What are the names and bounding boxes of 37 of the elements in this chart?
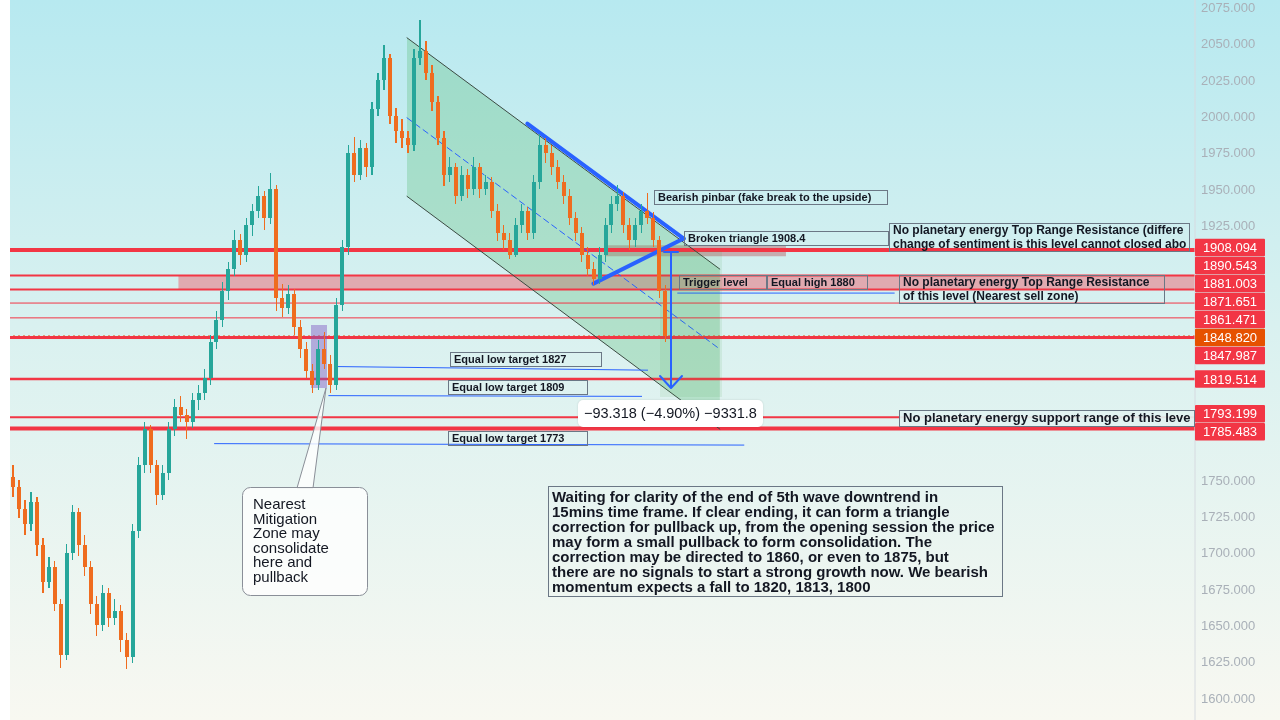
y-tick-label: 1675.000	[1201, 581, 1256, 597]
y-tick-label: 2075.000	[1201, 0, 1256, 15]
y-tick-label: 2000.000	[1201, 108, 1256, 124]
ref-line-label: 1890.543	[1202, 258, 1258, 274]
ref-line-label: 1819.514	[1202, 371, 1258, 387]
annotation: Equal low target 1809	[448, 380, 588, 395]
ref-line-label: 1785.483	[1202, 424, 1258, 440]
y-tick-label: 1700.000	[1201, 545, 1256, 561]
ref-line-label: 1881.003	[1202, 276, 1258, 292]
annotation: Waiting for clarity of the end of 5th wave downtrend in 15mins time frame. If clear ending, it can form a triangle correction for pullback up, from the opening session the price may form a small pullback to form consolidation. The correction may be directed to 1860, or even to 1875, but there are no signals to start a strong growth now. We bearish momentum expects a fall to 1820, 1813, 1800	[548, 486, 1003, 597]
ref-line-label: 1871.651	[1202, 294, 1258, 310]
y-tick-label: 1600.000	[1201, 690, 1256, 706]
ref-line-label: 1861.471	[1202, 312, 1258, 328]
ref-line-label: 1793.199	[1202, 406, 1258, 422]
y-tick-label: 1650.000	[1201, 618, 1256, 634]
annotation: Equal low target 1827	[450, 352, 602, 367]
annotation: No planetary energy Top Range Resistance (differe change of sentiment is this level cannot closed abo	[889, 223, 1191, 252]
annotation: Nearest Mitigation Zone may consolidate here and pullback	[242, 487, 368, 594]
annotation: No planetary energy Top Range Resistance of this level (Nearest sell zone)	[899, 275, 1165, 304]
annotation: Equal high 1880	[767, 275, 868, 290]
ref-line-label: 1908.094	[1202, 240, 1258, 256]
y-tick-label: 1975.000	[1201, 145, 1256, 161]
ref-line-label: 1847.987	[1202, 348, 1258, 364]
annotation: Trigger level	[679, 275, 767, 290]
y-tick-label: 1625.000	[1201, 654, 1256, 670]
ref-line-label: 1848.820	[1202, 330, 1258, 346]
y-tick-label: 1750.000	[1201, 472, 1256, 488]
y-tick-label: 2025.000	[1201, 72, 1256, 88]
y-tick-label: 1950.000	[1201, 181, 1256, 197]
y-tick-label: 1725.000	[1201, 508, 1256, 524]
annotation: Equal low target 1773	[448, 431, 588, 446]
y-tick-label: 1925.000	[1201, 218, 1256, 234]
annotation: Broken triangle 1908.4	[684, 231, 889, 246]
y-tick-label: 2050.000	[1201, 36, 1256, 52]
annotation: −93.318 (−4.90%) −9331.8	[578, 400, 763, 427]
annotation: Bearish pinbar (fake break to the upside)	[654, 190, 888, 205]
annotation: No planetary energy support range of this leve	[899, 410, 1195, 427]
